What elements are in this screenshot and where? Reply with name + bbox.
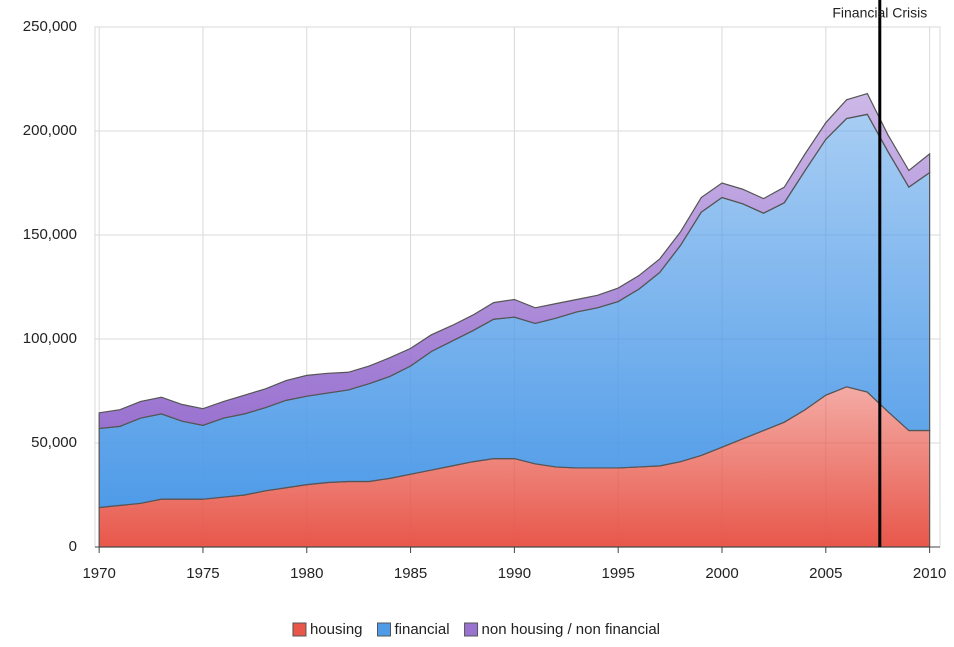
- x-tick-label: 1980: [290, 565, 323, 582]
- area: [98, 92, 931, 430]
- y-tick-label: 150,000: [23, 226, 77, 243]
- x-tick-label: 2005: [809, 565, 842, 582]
- x-tick-label: 1985: [394, 565, 427, 582]
- y-tick-label: 200,000: [23, 122, 77, 139]
- y-tick-label: 250,000: [23, 18, 77, 35]
- x-tick-label: 2010: [913, 565, 946, 582]
- annotation: Financial Crisis: [832, 5, 927, 21]
- legend-label: non housing / non financial: [482, 621, 660, 638]
- x-tick-label: 1995: [602, 565, 635, 582]
- x-tick-label: 2000: [705, 565, 738, 582]
- legend-swatch: [377, 622, 392, 637]
- x-tick-label: 1990: [498, 565, 531, 582]
- y-tick-label: 0: [69, 538, 77, 555]
- y-tick-label: 50,000: [31, 434, 77, 451]
- legend-label: housing: [310, 621, 363, 638]
- legend-swatch: [464, 622, 479, 637]
- legend-swatch: [292, 622, 307, 637]
- y-tick-label: 100,000: [23, 330, 77, 347]
- x-tick-label: 1970: [82, 565, 115, 582]
- legend-label: financial: [395, 621, 450, 638]
- x-tick-label: 1975: [186, 565, 219, 582]
